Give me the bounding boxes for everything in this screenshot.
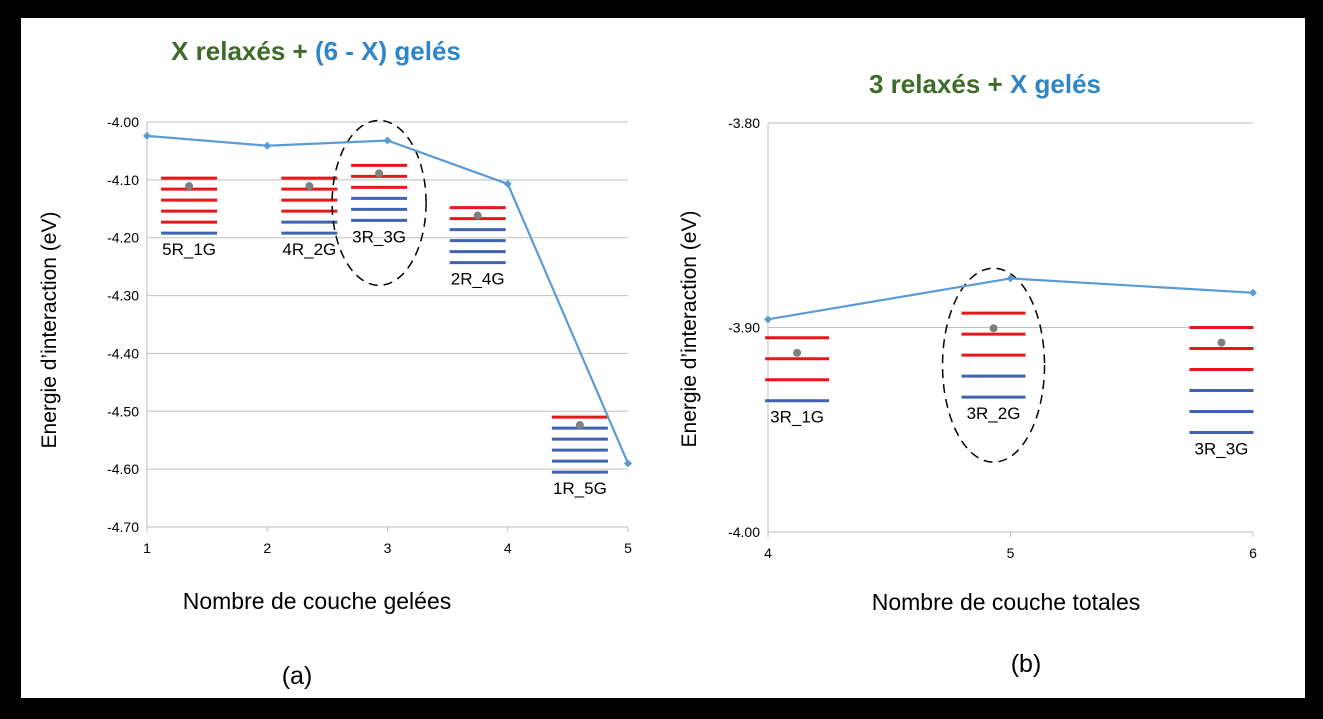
chart-b-data-point: [764, 315, 772, 324]
chart-b-y-tick-label: -3.90: [728, 320, 760, 336]
chart-a-highlight-ellipse: [331, 119, 427, 287]
chart-a-x-tick-label: 5: [624, 540, 632, 556]
chart-a-title: X relaxés + (6 - X) gelés: [171, 36, 461, 66]
chart-a-y-tick-label: -4.60: [107, 461, 139, 477]
chart-b-data-point: [1249, 288, 1257, 297]
chart-b-stack-dot: [1217, 338, 1226, 347]
chart-b-x-tick-label: 5: [1007, 545, 1015, 561]
chart-a-x-tick-label: 4: [504, 540, 512, 556]
chart-a-data-point: [263, 141, 272, 150]
chart-b-xlabel: Nombre de couche totales: [872, 589, 1141, 615]
chart-a-stack-dot: [375, 169, 384, 178]
chart-b-x-tick-label: 4: [764, 545, 772, 561]
chart-a-y-tick-label: -4.50: [107, 403, 139, 419]
chart-b-stack-label: 3R_3G: [1195, 440, 1249, 459]
chart-a-y-tick-label: -4.00: [107, 114, 139, 130]
chart-a-y-ticks: -4.00 -4.10 -4.20 -4.30 -4.40 -4.50 -4.60 -4.70: [107, 114, 139, 535]
chart-a-title-part-2: +: [285, 36, 315, 66]
chart-b-y-tick-label: -3.80: [728, 115, 760, 131]
chart-a-data-point: [624, 459, 632, 468]
chart-a-ylabel: Energie d’interaction (eV): [38, 212, 61, 449]
chart-b-stack-label: 3R_2G: [967, 404, 1021, 423]
chart-a-xlabel: Nombre de couche gelées: [183, 588, 452, 614]
chart-b-highlight-ellipse: [941, 267, 1046, 463]
chart-a-stack-dot: [473, 211, 482, 220]
chart-b-title-part-3: X gelés: [1010, 69, 1101, 99]
chart-b-x-tick-label: 6: [1249, 545, 1257, 561]
panel-background: [21, 18, 1305, 698]
chart-a-stack-label: 4R_2G: [282, 240, 336, 259]
chart-a-series: [143, 131, 632, 468]
chart-b-ylabel: Energie d’interaction (eV): [678, 211, 701, 448]
chart-a-stack-dot: [575, 420, 584, 429]
chart-a-title-part-1: X relaxés: [171, 36, 285, 66]
chart-b-panel-label: (b): [1011, 650, 1042, 678]
chart-b-y-ticks: -3.80 -3.90 -4.00: [728, 115, 760, 540]
chart-b-x-ticks: 4 5 6: [764, 545, 1257, 561]
chart-b-title-part-2: +: [980, 69, 1010, 99]
chart-b-title: 3 relaxés + X gelés: [869, 69, 1101, 99]
chart-a-stacks: 5R_1G 4R_2G 3R_3G 2R_4G 1R_5G: [161, 119, 608, 498]
chart-a-data-point: [143, 131, 151, 140]
chart-b-stacks: 3R_1G 3R_2G 3R_3G: [765, 267, 1254, 463]
chart-a-stack-label: 3R_3G: [352, 227, 406, 246]
chart-b-title-part-1: 3 relaxés: [869, 69, 980, 99]
chart-a: X relaxés + (6 - X) gelés -4.00 -4.10 -4.2…: [38, 36, 632, 690]
chart-a-data-point: [503, 179, 512, 188]
chart-b-y-tick-label: -4.00: [728, 524, 760, 540]
chart-a-stack-dot: [185, 182, 194, 191]
chart-a-y-tick-label: -4.30: [107, 288, 139, 304]
chart-a-grid: [146, 121, 629, 532]
chart-a-stack-label: 5R_1G: [162, 240, 216, 259]
chart-a-y-tick-label: -4.10: [107, 172, 139, 188]
chart-a-x-tick-label: 3: [384, 540, 392, 556]
chart-b-data-point: [1006, 274, 1015, 283]
chart-a-y-tick-label: -4.20: [107, 230, 139, 246]
chart-a-x-ticks: 1 2 3 4 5: [143, 540, 632, 556]
chart-a-panel-label: (a): [282, 662, 313, 690]
chart-a-stack-label: 1R_5G: [553, 479, 607, 498]
chart-a-x-tick-label: 2: [263, 540, 271, 556]
chart-b-stack-dot: [989, 324, 998, 333]
chart-b-stack-dot: [793, 348, 802, 357]
chart-b-grid: [767, 122, 1254, 537]
chart-a-x-tick-label: 1: [143, 540, 151, 556]
chart-a-y-tick-label: -4.40: [107, 345, 139, 361]
chart-a-y-tick-label: -4.70: [107, 519, 139, 535]
chart-b-stack-label: 3R_1G: [770, 408, 824, 427]
chart-a-stack-label: 2R_4G: [451, 270, 505, 289]
chart-a-stack-dot: [305, 182, 314, 191]
chart-a-title-part-3: (6 - X) gelés: [315, 36, 461, 66]
chart-a-data-point: [383, 136, 392, 145]
chart-b-series: [764, 274, 1257, 324]
